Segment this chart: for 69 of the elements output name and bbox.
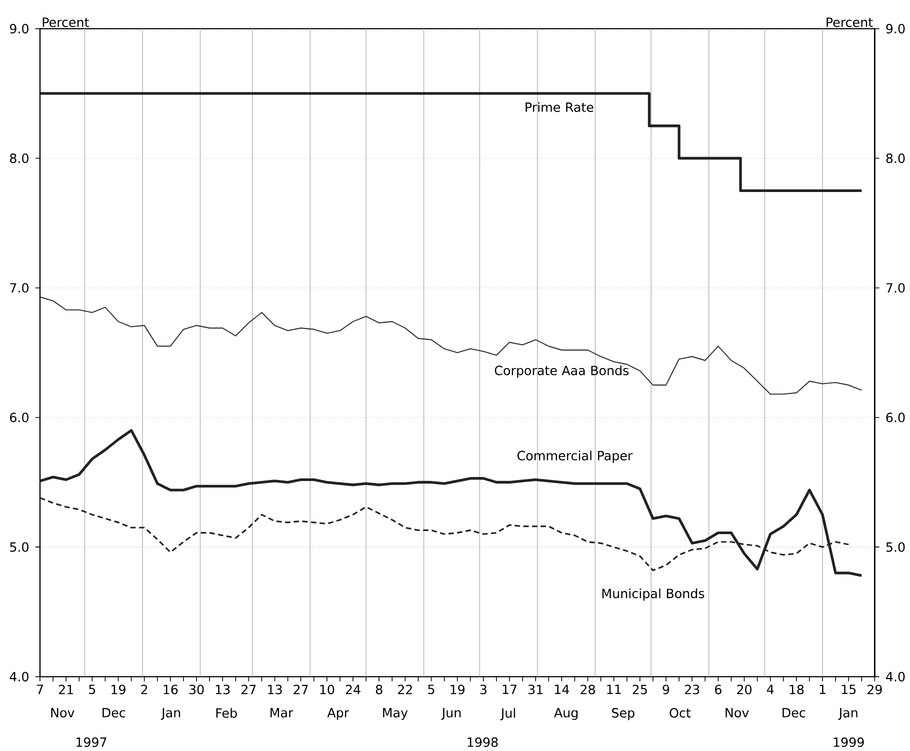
text: Oct	[670, 708, 691, 718]
text: Dec	[782, 708, 806, 718]
x-tick-label: 9	[662, 684, 670, 694]
x-tick-label: 1	[820, 684, 826, 694]
series-label: Municipal Bonds	[602, 588, 704, 600]
text: 1998	[468, 737, 498, 747]
x-tick-label: 24	[346, 684, 360, 694]
series-label: Prime Rate	[526, 102, 594, 112]
x-tick-label: 13	[216, 684, 230, 694]
y-tick-label: 7.0	[10, 282, 28, 292]
y2-axis-title: Percent	[826, 17, 873, 27]
x-tick-label: 15	[842, 684, 856, 694]
x-tick-label: 31	[528, 684, 542, 694]
y-tick-label: 5.0	[10, 542, 28, 552]
y-axis-title: Percent	[42, 17, 89, 27]
x-tick-label: 6	[715, 684, 722, 694]
x-tick-label: 27	[294, 684, 308, 694]
y-tick-label: 6.0	[10, 412, 28, 422]
text: Jun	[441, 708, 461, 720]
y2-tick-label: 7.0	[886, 282, 905, 292]
x-tick-label: 23	[684, 684, 700, 694]
x-tick-label: 19	[450, 684, 465, 694]
y2-tick-label: 5.0	[886, 542, 905, 552]
x-tick-label: 11	[607, 684, 621, 694]
y2-tick-label: 6.0	[886, 412, 905, 422]
text: 1997	[76, 737, 106, 747]
x-tick-label: 2	[141, 684, 148, 694]
x-tick-label: 13	[268, 684, 282, 694]
x-tick-label: 4	[766, 684, 774, 694]
text: Dec	[102, 708, 126, 718]
x-tick-label: 19	[112, 684, 126, 694]
x-tick-label: 7	[37, 684, 43, 694]
text: Feb	[216, 708, 237, 718]
x-tick-label: 10	[320, 684, 334, 694]
x-tick-label: 21	[58, 684, 73, 694]
text: 1999	[834, 737, 864, 747]
series-label: Corporate Aaa Bonds	[494, 365, 629, 378]
x-tick-label: 30	[189, 684, 204, 694]
x-tick-label: 17	[502, 684, 516, 694]
x-tick-label: 8	[376, 684, 382, 694]
text: Aug	[554, 708, 578, 720]
y-tick-label: 4.0	[10, 672, 28, 682]
text: Jan	[160, 708, 180, 720]
x-tick-label: 29	[868, 684, 882, 694]
text: Jan	[838, 708, 858, 720]
x-tick-label: 28	[580, 684, 595, 694]
x-tick-label: 16	[164, 684, 178, 694]
x-tick-label: 5	[428, 684, 434, 694]
x-tick-label: 25	[632, 684, 647, 694]
x-tick-label: 3	[480, 684, 486, 694]
y2-tick-label: 8.0	[886, 153, 905, 163]
text: Nov	[51, 708, 74, 718]
y-tick-label: 8.0	[10, 153, 28, 163]
x-tick-label: 14	[555, 684, 570, 694]
text: May	[383, 708, 408, 720]
text: Mar	[270, 708, 294, 718]
y-tick-label: 9.0	[10, 24, 28, 34]
text: Jul	[500, 708, 516, 720]
text: Sep	[612, 708, 634, 720]
y2-tick-label: 9.0	[886, 24, 905, 34]
x-tick-label: 22	[398, 684, 412, 694]
text: Apr	[327, 708, 350, 720]
y2-tick-label: 4.0	[886, 672, 905, 682]
series-label: Commercial Paper	[518, 450, 633, 463]
text: Nov	[726, 708, 749, 718]
x-tick-label: 27	[242, 684, 256, 694]
x-tick-label: 20	[737, 684, 752, 694]
x-tick-label: 5	[89, 684, 96, 694]
x-tick-label: 18	[790, 684, 804, 694]
